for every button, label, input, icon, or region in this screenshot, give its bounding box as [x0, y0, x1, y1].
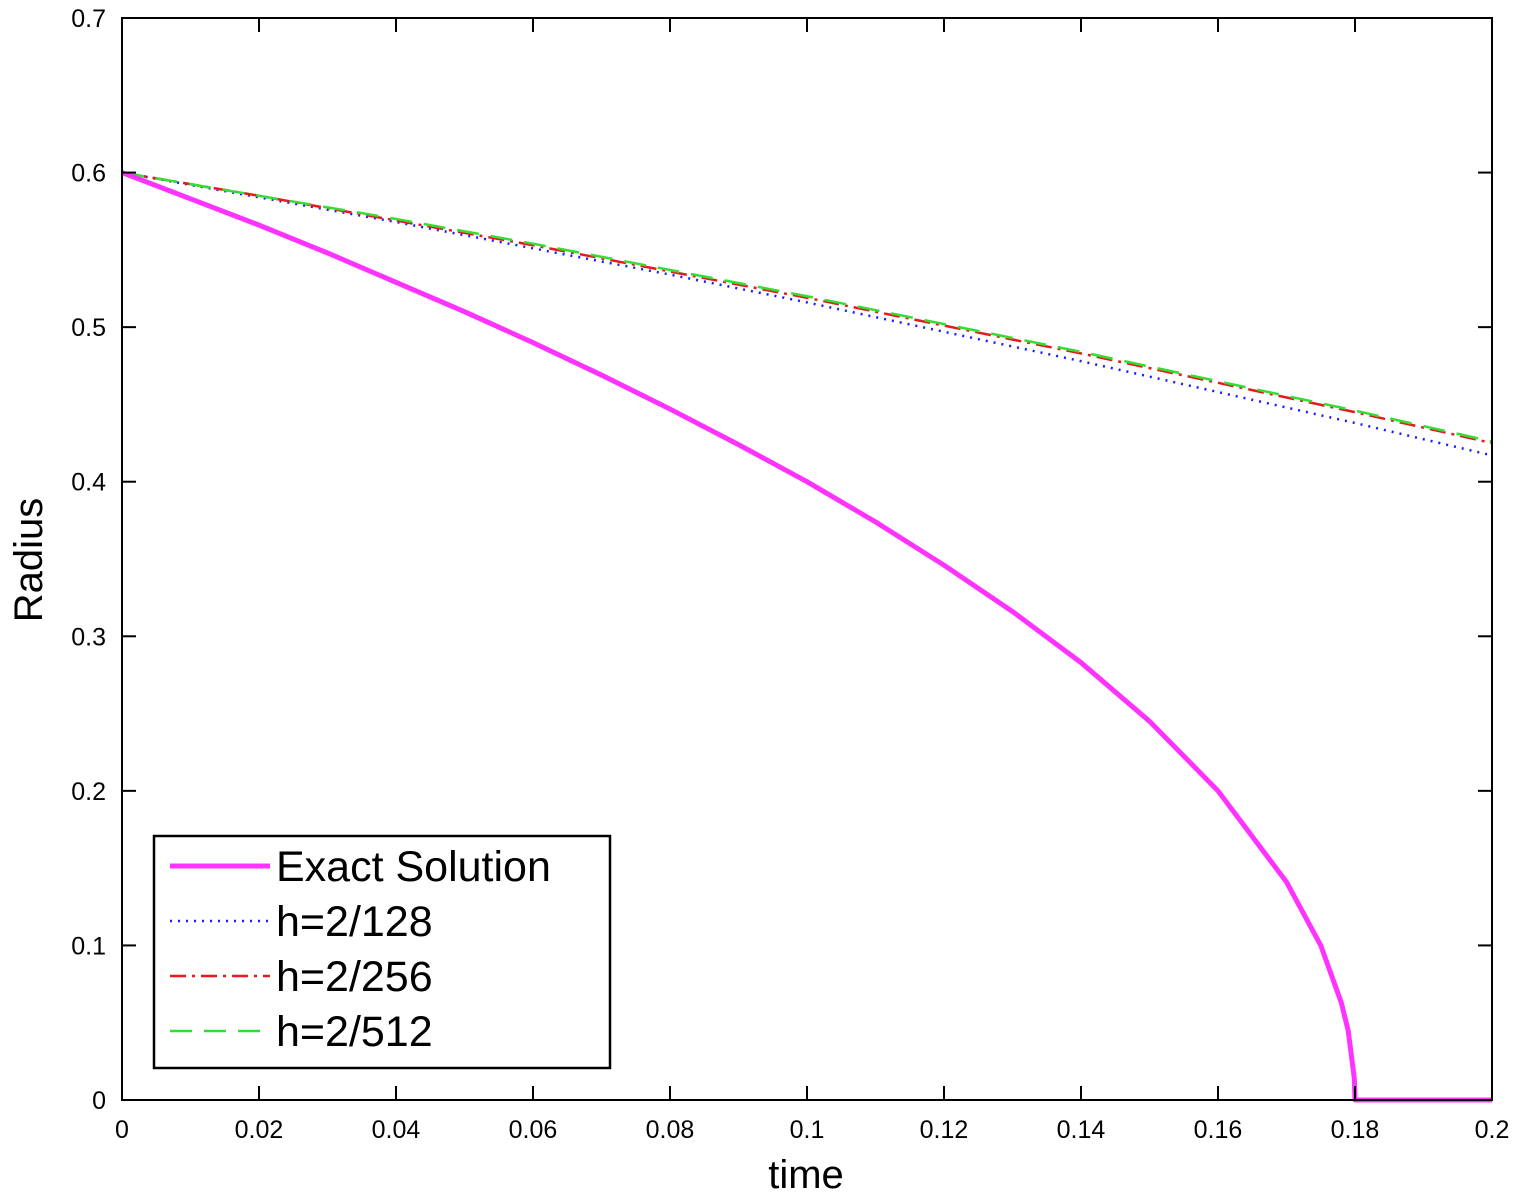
series-line-2 — [121, 171, 1493, 445]
y-tick-label: 0.7 — [71, 5, 106, 33]
x-tick-label: 0.08 — [646, 1116, 695, 1144]
y-tick-label: 0.5 — [71, 314, 106, 342]
axes: 0 0.02 0.04 0.06 0.08 0.1 0.12 0.14 0.16 0.18 0.2 0… — [71, 5, 1509, 1144]
x-tick-label: 0.12 — [920, 1116, 969, 1144]
x-tick-label: 0 — [115, 1116, 129, 1144]
x-tick-label: 0.2 — [1475, 1116, 1510, 1144]
x-tick-label: 0.18 — [1331, 1116, 1380, 1144]
y-axis-title: Radius — [7, 498, 51, 623]
plot-area — [121, 170, 1493, 1103]
y-tick-label: 0.2 — [71, 778, 106, 806]
x-tick-label: 0.02 — [235, 1116, 284, 1144]
legend-label-3: h=2/512 — [276, 1008, 433, 1056]
series-line-0 — [121, 170, 1492, 1103]
x-axis-title: time — [768, 1153, 844, 1196]
legend-label-2: h=2/256 — [276, 953, 433, 1001]
x-tick-label: 0.16 — [1194, 1116, 1243, 1144]
y-tick-label: 0.3 — [71, 623, 106, 651]
series-line-3 — [121, 171, 1493, 443]
x-tick-label: 0.04 — [372, 1116, 421, 1144]
legend-box — [152, 834, 612, 1070]
y-tick-label: 0.6 — [71, 160, 106, 188]
legend-label-1: h=2/128 — [276, 898, 433, 946]
legend: Exact Solution h=2/128 h=2/256 h=2/512 — [152, 834, 612, 1070]
legend-label-0: Exact Solution — [276, 843, 551, 891]
y-tick-label: 0 — [92, 1087, 106, 1115]
x-tick-label: 0.14 — [1057, 1116, 1106, 1144]
series-line-1 — [121, 171, 1493, 457]
x-tick-label: 0.06 — [509, 1116, 558, 1144]
y-tick-label: 0.4 — [71, 469, 106, 497]
y-tick-label: 0.1 — [71, 932, 106, 960]
x-tick-label: 0.1 — [790, 1116, 825, 1144]
